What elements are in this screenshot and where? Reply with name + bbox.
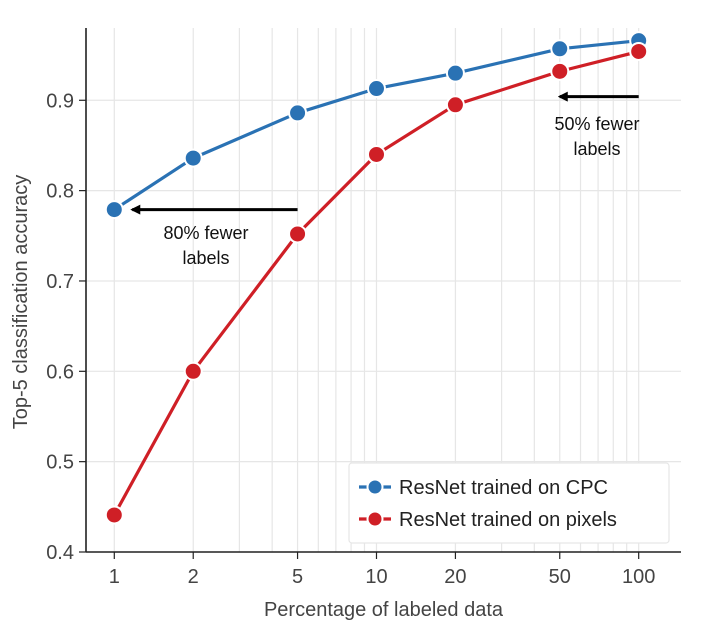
x-tick-label: 20	[444, 566, 466, 588]
data-point	[183, 361, 203, 381]
series-pixels	[104, 41, 649, 525]
y-tick-label: 0.5	[46, 452, 74, 474]
legend-marker	[366, 510, 384, 528]
y-tick-label: 0.4	[46, 542, 74, 564]
x-tick-label: 100	[622, 566, 655, 588]
annotation-text: 50% fewer	[554, 114, 639, 134]
annotation-text: 80% fewer	[163, 223, 248, 243]
data-point	[104, 200, 124, 220]
x-tick-label: 1	[109, 566, 120, 588]
x-tick-label: 2	[188, 566, 199, 588]
y-axis-ticks: 0.4 0.5 0.6 0.7 0.8 0.9	[46, 90, 86, 564]
series-cpc	[104, 31, 649, 220]
data-point	[445, 63, 465, 83]
data-point	[366, 144, 386, 164]
legend-box	[348, 462, 670, 544]
x-axis-ticks: 1 2 5 10 20 50 100	[109, 552, 655, 588]
y-tick-label: 0.8	[46, 181, 74, 203]
x-tick-label: 50	[549, 566, 571, 588]
annotations: 80% fewer labels 50% fewer labels	[130, 91, 640, 268]
data-point	[104, 505, 124, 525]
data-point	[183, 148, 203, 168]
data-point	[288, 103, 308, 123]
data-point	[550, 39, 570, 59]
data-point	[629, 41, 649, 61]
legend-marker	[366, 478, 384, 496]
y-axis-label: Top-5 classification accuracy	[10, 175, 32, 430]
data-point	[366, 79, 386, 99]
data-point	[550, 61, 570, 81]
legend-label: ResNet trained on pixels	[399, 509, 617, 531]
data-point	[288, 224, 308, 244]
y-tick-label: 0.6	[46, 361, 74, 383]
annotation-text: labels	[573, 139, 620, 159]
x-tick-label: 10	[365, 566, 387, 588]
y-tick-label: 0.7	[46, 271, 74, 293]
y-tick-label: 0.9	[46, 90, 74, 112]
legend: ResNet trained on CPC ResNet trained on p…	[348, 462, 670, 544]
data-point	[445, 95, 465, 115]
legend-label: ResNet trained on CPC	[399, 477, 608, 499]
x-tick-label: 5	[292, 566, 303, 588]
x-axis-label: Percentage of labeled data	[264, 599, 504, 621]
annotation-text: labels	[182, 248, 229, 268]
